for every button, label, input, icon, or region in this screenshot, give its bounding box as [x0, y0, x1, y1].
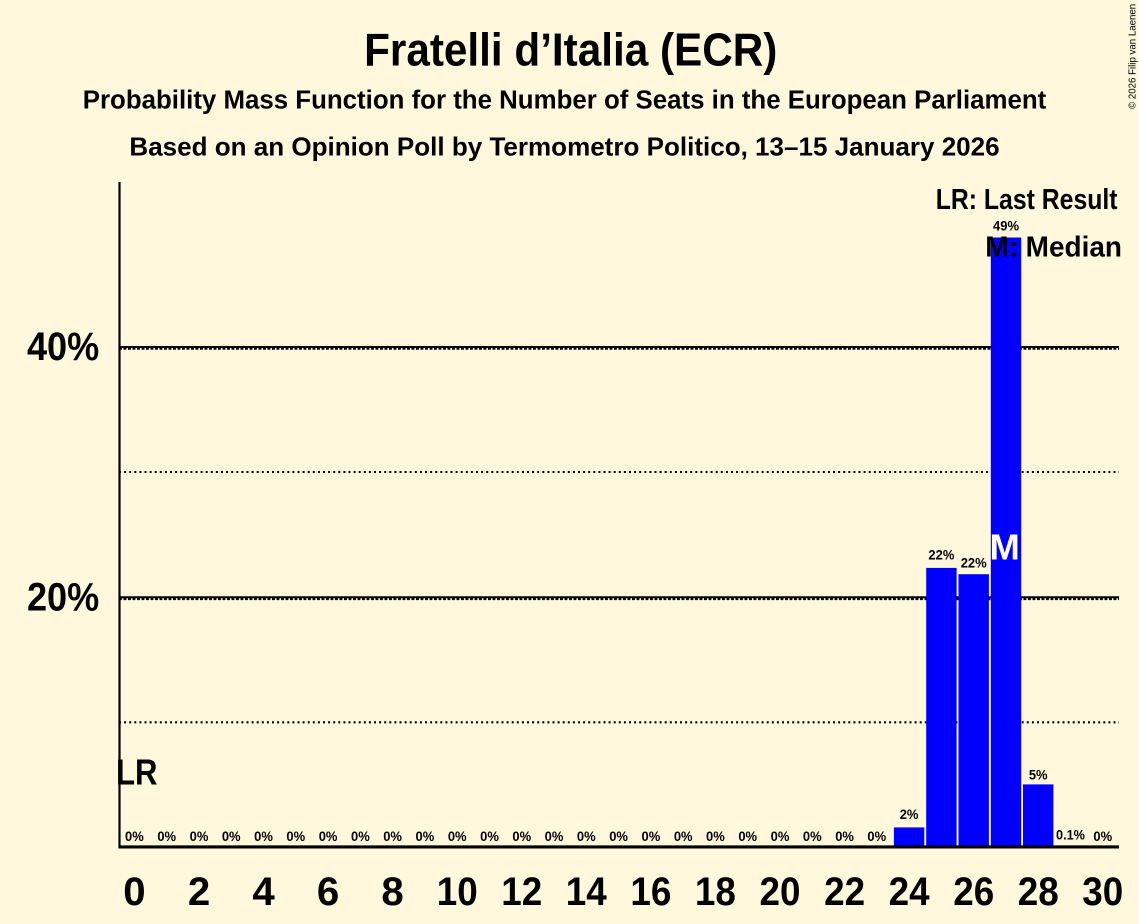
- svg-text:0%: 0%: [512, 829, 531, 844]
- svg-text:0%: 0%: [351, 829, 370, 844]
- svg-text:28: 28: [1018, 869, 1059, 914]
- svg-text:0%: 0%: [480, 829, 499, 844]
- svg-text:0%: 0%: [190, 829, 209, 844]
- svg-text:LR: LR: [116, 752, 157, 793]
- svg-text:0%: 0%: [867, 829, 886, 844]
- svg-text:4: 4: [252, 869, 275, 914]
- svg-text:26: 26: [953, 869, 994, 914]
- svg-text:0: 0: [123, 869, 145, 914]
- svg-text:40%: 40%: [27, 324, 99, 369]
- svg-text:49%: 49%: [993, 218, 1019, 233]
- svg-text:Probability Mass Function for: Probability Mass Function for the Number…: [83, 86, 1047, 114]
- svg-text:0%: 0%: [286, 829, 305, 844]
- svg-text:14: 14: [566, 869, 608, 914]
- svg-text:22%: 22%: [961, 555, 987, 570]
- svg-text:0%: 0%: [157, 829, 176, 844]
- svg-text:0%: 0%: [642, 829, 661, 844]
- svg-text:LR: Last Result: LR: Last Result: [936, 183, 1118, 215]
- svg-text:16: 16: [630, 869, 671, 914]
- svg-text:0%: 0%: [319, 829, 338, 844]
- svg-text:0%: 0%: [254, 829, 273, 844]
- svg-text:5%: 5%: [1029, 767, 1048, 782]
- svg-text:M: Median: M: Median: [985, 230, 1122, 262]
- svg-text:0%: 0%: [1093, 829, 1112, 844]
- svg-text:30: 30: [1082, 869, 1123, 914]
- svg-text:0.1%: 0.1%: [1056, 827, 1085, 843]
- svg-text:© 2026 Filip van Laenen: © 2026 Filip van Laenen: [1128, 4, 1139, 109]
- svg-text:0%: 0%: [609, 829, 628, 844]
- svg-text:12: 12: [501, 869, 542, 914]
- svg-text:0%: 0%: [383, 829, 402, 844]
- svg-text:0%: 0%: [835, 829, 854, 844]
- svg-text:0%: 0%: [577, 829, 596, 844]
- svg-text:22%: 22%: [928, 547, 954, 562]
- svg-text:0%: 0%: [416, 829, 435, 844]
- svg-text:2%: 2%: [900, 807, 919, 822]
- svg-text:18: 18: [695, 869, 736, 914]
- svg-text:0%: 0%: [738, 829, 757, 844]
- svg-text:0%: 0%: [771, 829, 790, 844]
- svg-text:0%: 0%: [706, 829, 725, 844]
- svg-text:20: 20: [760, 869, 801, 914]
- svg-text:8: 8: [381, 869, 403, 914]
- svg-text:0%: 0%: [674, 829, 693, 844]
- svg-text:24: 24: [889, 869, 931, 914]
- svg-text:6: 6: [317, 869, 339, 914]
- svg-text:0%: 0%: [803, 829, 822, 844]
- svg-text:0%: 0%: [545, 829, 564, 844]
- svg-text:22: 22: [824, 869, 865, 914]
- svg-text:10: 10: [437, 869, 478, 914]
- svg-text:2: 2: [188, 869, 210, 914]
- svg-text:M: M: [990, 527, 1020, 568]
- svg-text:0%: 0%: [125, 829, 144, 844]
- svg-text:0%: 0%: [448, 829, 467, 844]
- svg-text:20%: 20%: [27, 575, 99, 620]
- svg-text:Based on an Opinion Poll by Te: Based on an Opinion Poll by Termometro P…: [129, 134, 999, 162]
- svg-text:Fratelli d’Italia (ECR): Fratelli d’Italia (ECR): [364, 25, 777, 76]
- svg-text:0%: 0%: [222, 829, 241, 844]
